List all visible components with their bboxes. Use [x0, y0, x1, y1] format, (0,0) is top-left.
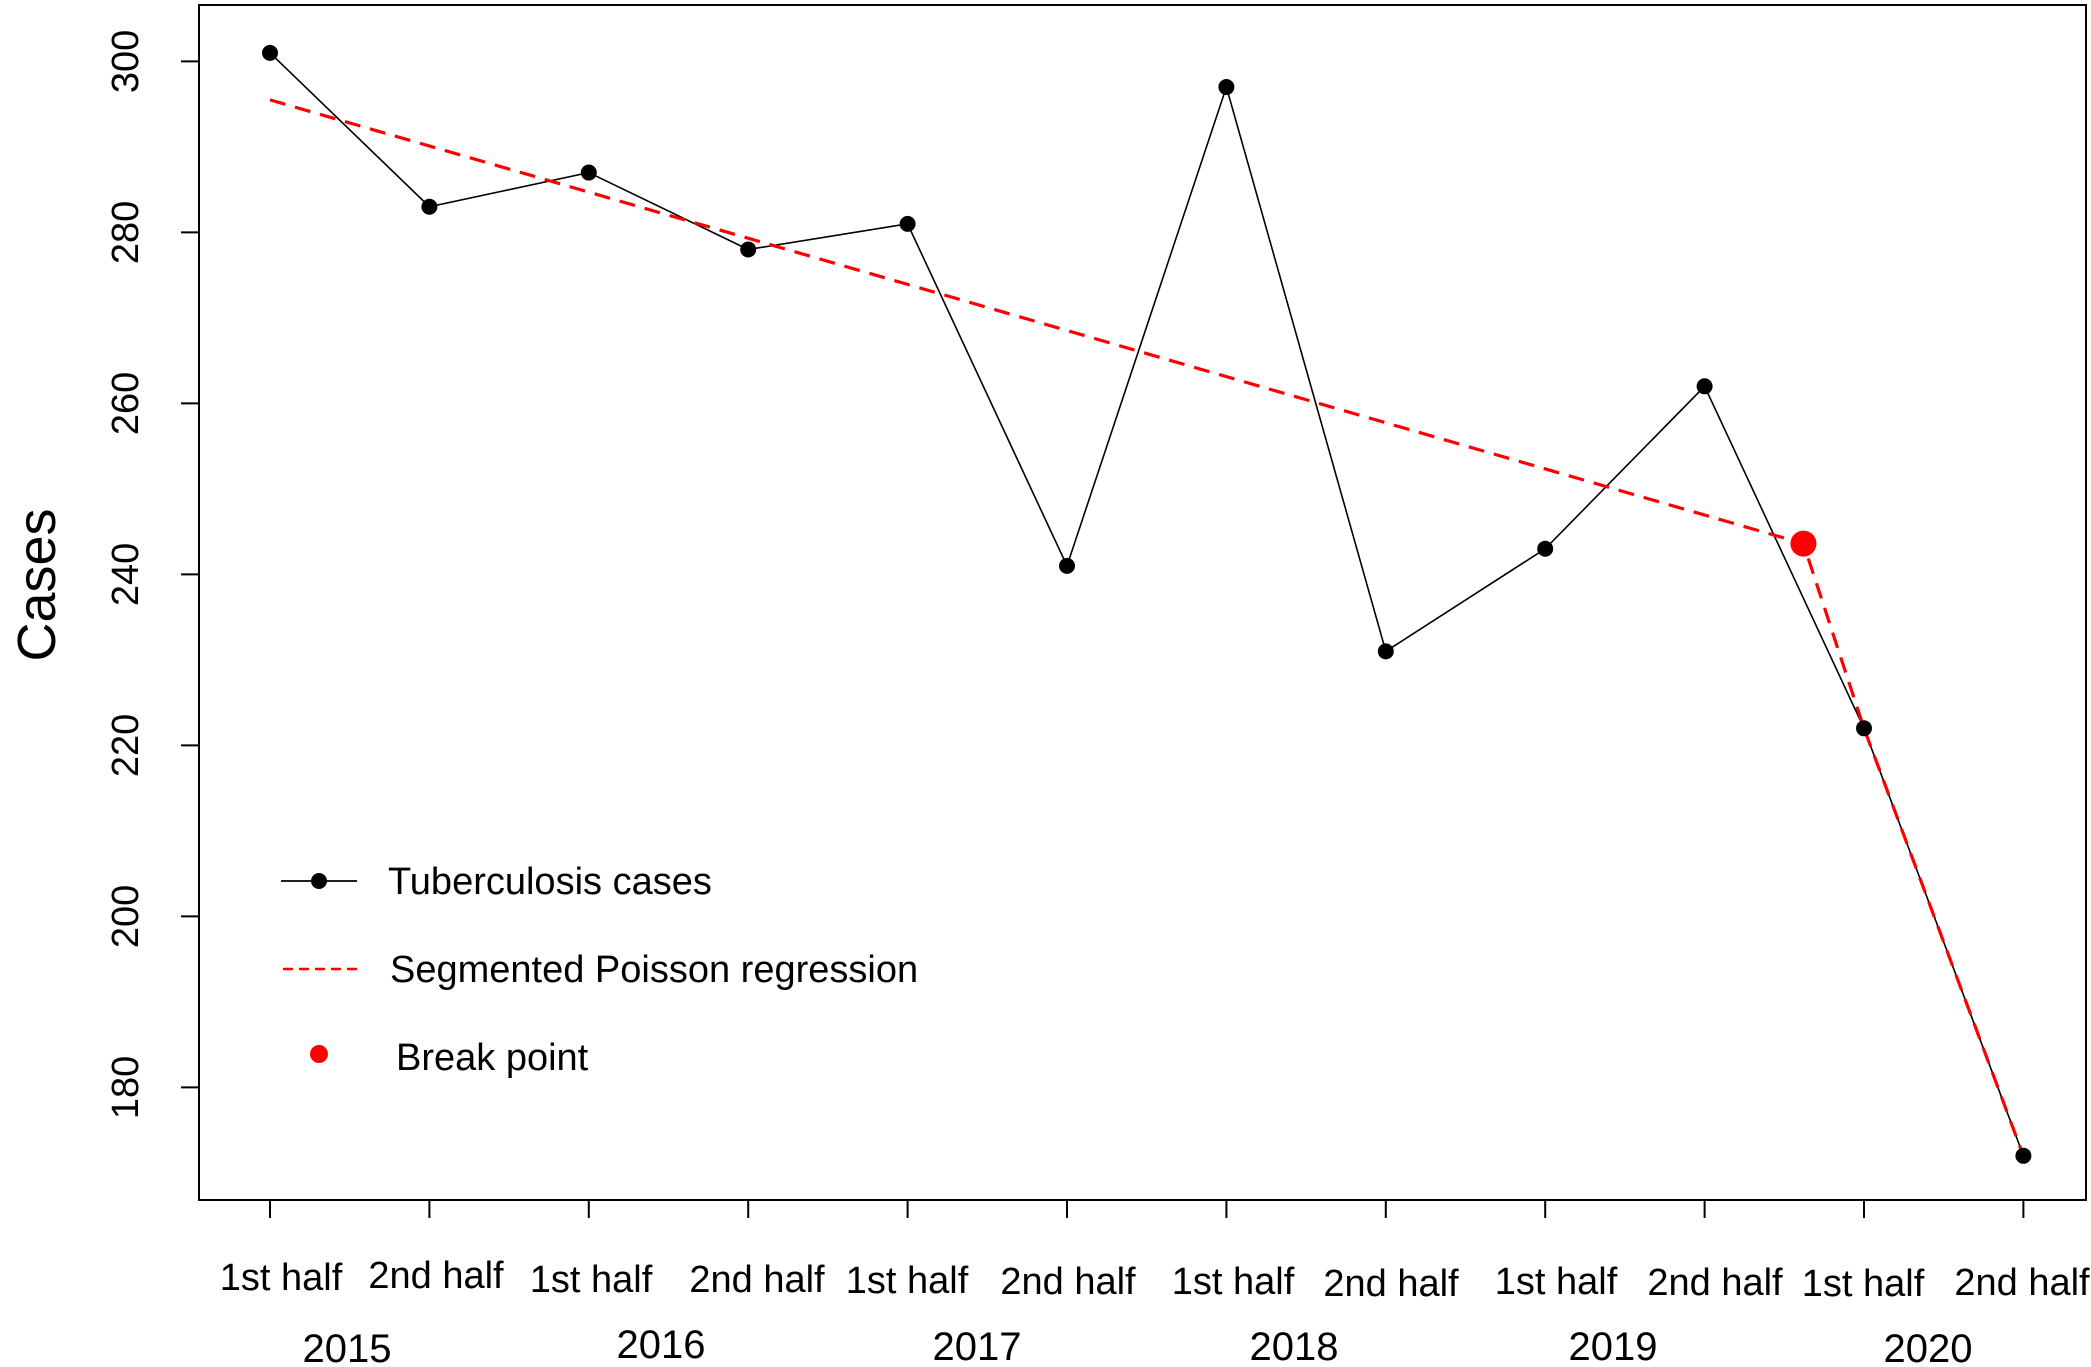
series-line-tuberculosis-cases: [269, 52, 2025, 1157]
data-point: [1537, 540, 1554, 557]
y-axis: 180 200 220 240 260 280 300: [105, 30, 200, 1119]
data-point: [1377, 643, 1394, 660]
x-tick-label: 1st half: [1495, 1261, 1618, 1303]
x-year-label: 2020: [1884, 1327, 1973, 1367]
series-layer: [262, 44, 2032, 1164]
plot-frame: [198, 4, 2087, 1201]
y-tick-label: 200: [105, 885, 147, 948]
legend-label: Tuberculosis cases: [388, 861, 712, 903]
legend-point-swatch: [311, 873, 327, 889]
legend-key-0: [281, 873, 357, 889]
x-tick-label: 2nd half: [689, 1259, 825, 1301]
x-year-label: 2016: [617, 1323, 706, 1367]
x-tick-label: 2nd half: [1323, 1263, 1459, 1305]
x-tick-label: 1st half: [530, 1259, 653, 1301]
x-tick-label: 2nd half: [1000, 1261, 1136, 1303]
x-axis: 1st half 2nd half 1st half 2nd half 1st half…: [220, 1199, 2090, 1367]
y-tick-label: 300: [105, 30, 147, 93]
y-tick-label: 260: [105, 372, 147, 435]
y-tick-label: 220: [105, 714, 147, 777]
y-axis-label: Cases: [7, 508, 67, 661]
x-year-label: 2019: [1569, 1325, 1658, 1367]
data-point: [2015, 1147, 2032, 1164]
legend-key-2: [310, 1045, 328, 1063]
x-tick-label: 1st half: [846, 1260, 969, 1302]
data-point: [740, 241, 757, 258]
legend: Tuberculosis cases Segmented Poisson regr…: [281, 861, 918, 1079]
y-tick-label: 240: [105, 543, 147, 606]
break-point-marker: [1790, 530, 1817, 557]
data-point: [1696, 378, 1713, 395]
x-tick-label: 2nd half: [368, 1255, 504, 1297]
y-tick-label: 180: [105, 1056, 147, 1119]
x-tick-label: 1st half: [1802, 1263, 1925, 1305]
legend-label: Segmented Poisson regression: [390, 949, 918, 991]
data-point: [421, 198, 438, 215]
data-point: [580, 164, 597, 181]
x-year-label: 2018: [1250, 1325, 1339, 1367]
x-tick-label: 2nd half: [1954, 1262, 2090, 1304]
data-point: [1059, 557, 1075, 574]
data-point: [899, 215, 916, 232]
y-tick-label: 280: [105, 201, 147, 264]
x-year-label: 2017: [933, 1325, 1022, 1367]
legend-point-swatch: [310, 1045, 328, 1063]
x-year-label: 2015: [303, 1327, 392, 1367]
legend-label: Break point: [396, 1037, 589, 1079]
series-line-segmented-poisson-regression: [269, 98, 2025, 1157]
x-tick-label: 1st half: [1172, 1261, 1295, 1303]
x-tick-label: 1st half: [220, 1257, 343, 1299]
x-tick-label: 2nd half: [1647, 1262, 1783, 1304]
data-point: [1218, 79, 1235, 96]
data-point: [262, 44, 278, 61]
data-point: [1856, 720, 1872, 737]
